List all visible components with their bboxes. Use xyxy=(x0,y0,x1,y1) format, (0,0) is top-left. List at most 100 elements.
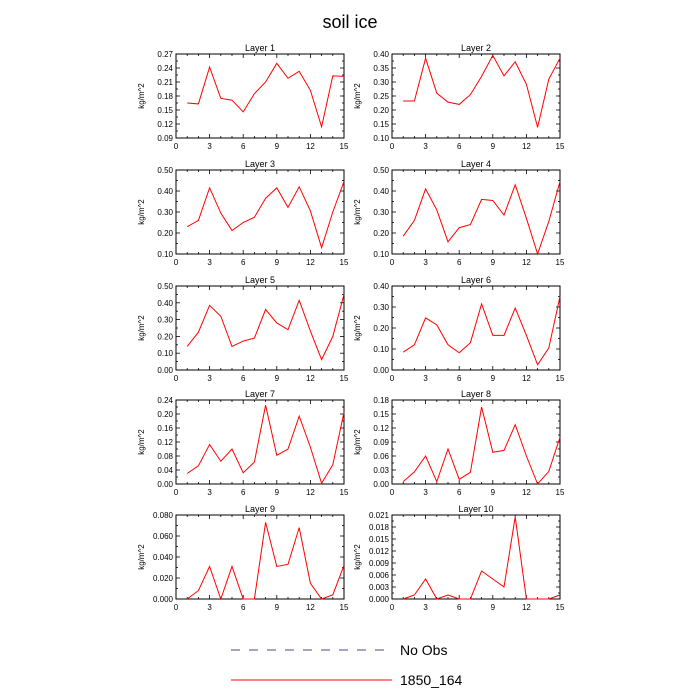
y-tick-label: 0.10 xyxy=(157,250,173,259)
y-tick-label: 0.35 xyxy=(373,64,389,73)
x-tick-label: 12 xyxy=(522,374,531,383)
y-tick-label: 0.24 xyxy=(157,64,173,73)
panel-title: Layer 1 xyxy=(245,43,275,53)
plot-frame xyxy=(175,399,345,485)
panel-layer-10: Layer 10 0 3 6 9 12 15 0.000 0.003 0.006 0.009 0.01… xyxy=(353,504,565,612)
figure-title: soil ice xyxy=(322,12,377,32)
series-line-1850-164 xyxy=(186,294,345,361)
y-axis-label: kg/m^2 xyxy=(353,199,362,225)
x-tick-label: 6 xyxy=(457,488,462,497)
y-tick-label: 0.10 xyxy=(373,134,389,143)
x-tick-label: 6 xyxy=(241,374,246,383)
y-tick-label: 0.15 xyxy=(373,410,389,419)
x-tick-label: 12 xyxy=(306,374,315,383)
y-tick-label: 0.15 xyxy=(373,120,389,129)
panel-layer-8: Layer 8 0 3 6 9 12 15 0.00 0.03 0.06 0.09 0.12 0.15 0… xyxy=(353,389,565,497)
y-tick-label: 0.000 xyxy=(153,595,174,604)
panel-layer-3: Layer 3 0 3 6 9 12 15 0.10 0.20 0.30 0.40 0.50 kg/m^… xyxy=(137,159,349,267)
x-tick-label: 3 xyxy=(423,142,428,151)
y-tick-label: 0.40 xyxy=(157,299,173,308)
y-tick-label: 0.20 xyxy=(373,229,389,238)
x-tick-label: 3 xyxy=(207,603,212,612)
y-tick-label: 0.08 xyxy=(157,452,173,461)
y-tick-label: 0.30 xyxy=(157,208,173,217)
panel-title: Layer 10 xyxy=(458,504,493,514)
x-tick-label: 6 xyxy=(457,142,462,151)
y-tick-label: 0.006 xyxy=(369,571,390,580)
panel-layer-5: Layer 5 0 3 6 9 12 15 0.00 0.10 0.20 0.30 0.40 0.50 k… xyxy=(137,275,349,383)
y-tick-label: 0.40 xyxy=(373,282,389,291)
legend-label-1850-164: 1850_164 xyxy=(400,672,463,688)
x-tick-label: 3 xyxy=(423,258,428,267)
x-tick-label: 12 xyxy=(522,488,531,497)
y-tick-label: 0.20 xyxy=(157,410,173,419)
panel-title: Layer 5 xyxy=(245,275,275,285)
x-tick-label: 9 xyxy=(275,374,280,383)
y-tick-label: 0.018 xyxy=(369,523,390,532)
y-tick-label: 0.03 xyxy=(373,466,389,475)
x-tick-label: 3 xyxy=(423,374,428,383)
y-tick-label: 0.00 xyxy=(157,480,173,489)
x-tick-label: 9 xyxy=(275,488,280,497)
series-line-1850-164 xyxy=(186,522,345,601)
panel-title: Layer 3 xyxy=(245,159,275,169)
y-tick-label: 0.27 xyxy=(157,50,173,59)
y-tick-label: 0.003 xyxy=(369,583,390,592)
y-tick-label: 0.040 xyxy=(153,553,174,562)
y-tick-label: 0.40 xyxy=(373,187,389,196)
series-line-1850-164 xyxy=(186,181,345,250)
y-tick-label: 0.06 xyxy=(373,452,389,461)
panel-title: Layer 2 xyxy=(461,43,491,53)
series-line-1850-164 xyxy=(187,62,345,129)
y-tick-label: 0.15 xyxy=(157,106,173,115)
x-tick-label: 15 xyxy=(556,603,565,612)
panels: Layer 10 3 6 9 12 150.090.120.150.180.210.240… xyxy=(137,43,565,612)
y-tick-label: 0.18 xyxy=(373,396,389,405)
y-tick-label: 0.04 xyxy=(157,466,173,475)
x-tick-label: 9 xyxy=(491,142,496,151)
y-tick-label: 0.30 xyxy=(157,316,173,325)
y-tick-label: 0.30 xyxy=(373,78,389,87)
x-tick-label: 12 xyxy=(522,142,531,151)
panel-title: Layer 7 xyxy=(245,389,275,399)
plot-frame xyxy=(175,285,345,371)
panel-layer-1: Layer 1 0 3 6 9 12 15 0.09 0.12 0.15 0.18 0.21 0.24 0… xyxy=(137,43,349,151)
x-tick-label: 12 xyxy=(522,603,531,612)
y-tick-label: 0.12 xyxy=(157,438,173,447)
x-tick-label: 12 xyxy=(522,258,531,267)
y-axis-label: kg/m^2 xyxy=(353,429,362,455)
x-tick-label: 6 xyxy=(457,374,462,383)
x-tick-label: 12 xyxy=(306,258,315,267)
x-tick-label: 9 xyxy=(491,258,496,267)
x-tick-label: 9 xyxy=(275,603,280,612)
x-tick-label: 15 xyxy=(340,603,349,612)
y-tick-label: 0.40 xyxy=(157,187,173,196)
x-tick-label: 3 xyxy=(207,142,212,151)
plot-frame xyxy=(175,514,345,600)
x-tick-label: 9 xyxy=(491,603,496,612)
panel-title: Layer 4 xyxy=(461,159,491,169)
y-axis-label: kg/m^2 xyxy=(137,429,146,455)
x-tick-label: 15 xyxy=(340,488,349,497)
x-tick-label: 12 xyxy=(306,488,315,497)
x-tick-label: 6 xyxy=(241,142,246,151)
x-tick-label: 0 xyxy=(390,603,395,612)
x-tick-label: 6 xyxy=(241,258,246,267)
x-tick-label: 9 xyxy=(275,258,280,267)
y-tick-label: 0.12 xyxy=(373,424,389,433)
series-line-1850-164 xyxy=(403,54,561,128)
y-tick-label: 0.30 xyxy=(373,303,389,312)
y-tick-label: 0.20 xyxy=(373,324,389,333)
x-tick-label: 12 xyxy=(306,142,315,151)
y-tick-label: 0.10 xyxy=(157,349,173,358)
y-tick-label: 0.00 xyxy=(157,366,173,375)
series-line-1850-164 xyxy=(402,296,561,366)
y-tick-label: 0.12 xyxy=(157,120,173,129)
y-tick-label: 0.021 xyxy=(369,511,390,520)
x-tick-label: 15 xyxy=(556,142,565,151)
y-tick-label: 0.21 xyxy=(157,78,173,87)
x-tick-label: 6 xyxy=(241,603,246,612)
y-axis-label: kg/m^2 xyxy=(137,315,146,341)
y-tick-label: 0.00 xyxy=(373,480,389,489)
x-tick-label: 9 xyxy=(491,488,496,497)
